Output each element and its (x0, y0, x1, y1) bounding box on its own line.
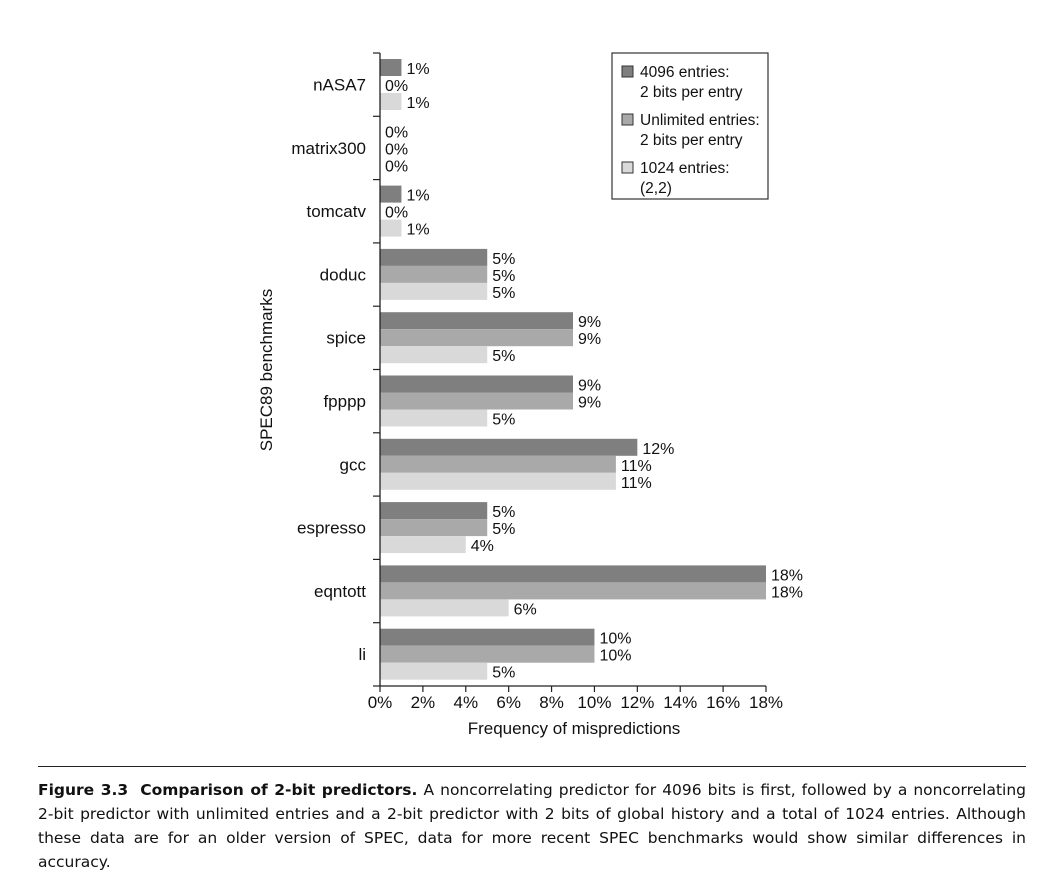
bar-chart: 1%0%1%0%0%0%1%0%1%5%5%5%9%9%5%9%9%5%12%1… (257, 52, 803, 738)
bar-spice-series-2 (380, 329, 573, 347)
legend-swatch-series-2 (621, 113, 634, 126)
data-label-nASA7-series-1: 1% (406, 61, 429, 78)
bar-doduc-series-3 (380, 282, 488, 300)
data-label-eqntott-series-3: 6% (514, 601, 537, 618)
value-labels-group: 1%0%1%0%0%0%1%0%1%5%5%5%9%9%5%9%9%5%12%1… (385, 61, 803, 682)
bar-nASA7-series-1 (380, 59, 402, 76)
data-label-eqntott-series-1: 18% (771, 567, 803, 584)
caption-label: Figure 3.3 (38, 781, 129, 799)
data-label-nASA7-series-2: 0% (385, 78, 408, 95)
bar-fpppp-series-2 (380, 392, 573, 410)
bar-nASA7-series-3 (380, 93, 402, 110)
bar-spice-series-3 (380, 346, 488, 364)
legend: 4096 entries: 2 bits per entry Unlimited e… (611, 52, 769, 200)
data-label-li-series-1: 10% (599, 631, 631, 648)
legend-label-series-2: 2 bits per entry (640, 132, 743, 149)
bar-eqntott-series-2 (380, 582, 766, 600)
data-label-matrix300-series-3: 0% (385, 158, 408, 175)
data-label-doduc-series-1: 5% (492, 251, 515, 268)
data-label-gcc-series-2: 11% (621, 458, 652, 475)
bar-gcc-series-2 (380, 455, 616, 473)
bar-doduc-series-1 (380, 248, 488, 266)
category-label-espresso: espresso (297, 519, 366, 538)
bar-espresso-series-1 (380, 502, 488, 520)
bar-eqntott-series-3 (380, 599, 509, 617)
data-label-gcc-series-3: 11% (621, 475, 652, 492)
data-label-doduc-series-2: 5% (492, 268, 515, 285)
x-tick-label: 10% (577, 693, 611, 712)
data-label-gcc-series-1: 12% (642, 441, 674, 458)
data-label-tomcatv-series-3: 1% (406, 222, 429, 239)
bar-doduc-series-2 (380, 265, 488, 283)
legend-label-series-3: 1024 entries: (640, 160, 730, 177)
data-label-tomcatv-series-1: 1% (406, 188, 429, 205)
category-label-gcc: gcc (340, 455, 367, 474)
legend-label-series-2: Unlimited entries: (640, 112, 760, 129)
data-label-matrix300-series-2: 0% (385, 141, 408, 158)
data-label-li-series-3: 5% (492, 665, 515, 682)
bar-gcc-series-1 (380, 438, 638, 456)
category-label-nASA7: nASA7 (313, 76, 366, 95)
data-label-tomcatv-series-2: 0% (385, 205, 408, 222)
axes-group: nASA7 matrix300 tomcatv doduc spice fpppp gcc e… (291, 52, 783, 712)
data-label-fpppp-series-2: 9% (578, 395, 601, 412)
category-label-fpppp: fpppp (323, 392, 366, 411)
y-axis-title: SPEC89 benchmarks (257, 289, 276, 452)
category-label-spice: spice (326, 329, 366, 348)
bar-li-series-2 (380, 645, 595, 663)
x-tick-label: 2% (411, 693, 436, 712)
data-label-eqntott-series-2: 18% (771, 584, 803, 601)
data-label-fpppp-series-1: 9% (578, 378, 601, 395)
data-label-doduc-series-3: 5% (492, 285, 515, 302)
legend-label-series-3: (2,2) (640, 180, 672, 197)
bar-gcc-series-3 (380, 472, 616, 490)
x-tick-label: 4% (453, 693, 478, 712)
x-tick-label: 16% (706, 693, 740, 712)
bar-espresso-series-2 (380, 519, 488, 537)
category-label-tomcatv: tomcatv (306, 202, 366, 221)
data-label-espresso-series-1: 5% (492, 504, 515, 521)
category-label-doduc: doduc (320, 265, 367, 284)
x-tick-label: 12% (620, 693, 654, 712)
data-label-espresso-series-3: 4% (471, 538, 494, 555)
data-label-spice-series-3: 5% (492, 348, 515, 365)
bar-li-series-3 (380, 662, 488, 680)
bar-tomcatv-series-1 (380, 185, 402, 203)
data-label-li-series-2: 10% (599, 648, 631, 665)
legend-swatch-series-3 (621, 161, 634, 174)
bar-li-series-1 (380, 628, 595, 646)
data-label-nASA7-series-3: 1% (406, 95, 429, 112)
bar-fpppp-series-1 (380, 375, 573, 393)
caption-divider (38, 766, 1026, 767)
x-axis-title: Frequency of mispredictions (468, 719, 681, 738)
x-tick-label: 0% (368, 693, 393, 712)
x-tick-label: 14% (663, 693, 697, 712)
legend-label-series-1: 2 bits per entry (640, 84, 743, 101)
legend-swatch-series-1 (621, 65, 634, 78)
data-label-spice-series-1: 9% (578, 314, 601, 331)
legend-box (611, 52, 769, 200)
data-label-espresso-series-2: 5% (492, 521, 515, 538)
caption-text: A noncorrelating predictor for 4096 bits… (38, 781, 1027, 871)
bar-fpppp-series-3 (380, 409, 488, 427)
caption-title: Comparison of 2-bit predictors. (140, 781, 418, 799)
data-label-spice-series-2: 9% (578, 331, 601, 348)
category-label-eqntott: eqntott (314, 582, 366, 601)
figure-caption: Figure 3.3 Comparison of 2-bit predictor… (38, 778, 1026, 874)
bar-espresso-series-3 (380, 536, 466, 554)
data-label-fpppp-series-3: 5% (492, 412, 515, 429)
data-label-matrix300-series-1: 0% (385, 124, 408, 141)
bar-tomcatv-series-3 (380, 219, 402, 237)
x-tick-label: 8% (539, 693, 564, 712)
x-tick-label: 18% (749, 693, 783, 712)
category-label-matrix300: matrix300 (291, 139, 366, 158)
bars-group (380, 59, 766, 680)
legend-label-series-1: 4096 entries: (640, 64, 730, 81)
x-tick-label: 6% (496, 693, 521, 712)
bar-eqntott-series-1 (380, 565, 766, 583)
category-label-li: li (358, 645, 366, 664)
bar-spice-series-1 (380, 312, 573, 330)
